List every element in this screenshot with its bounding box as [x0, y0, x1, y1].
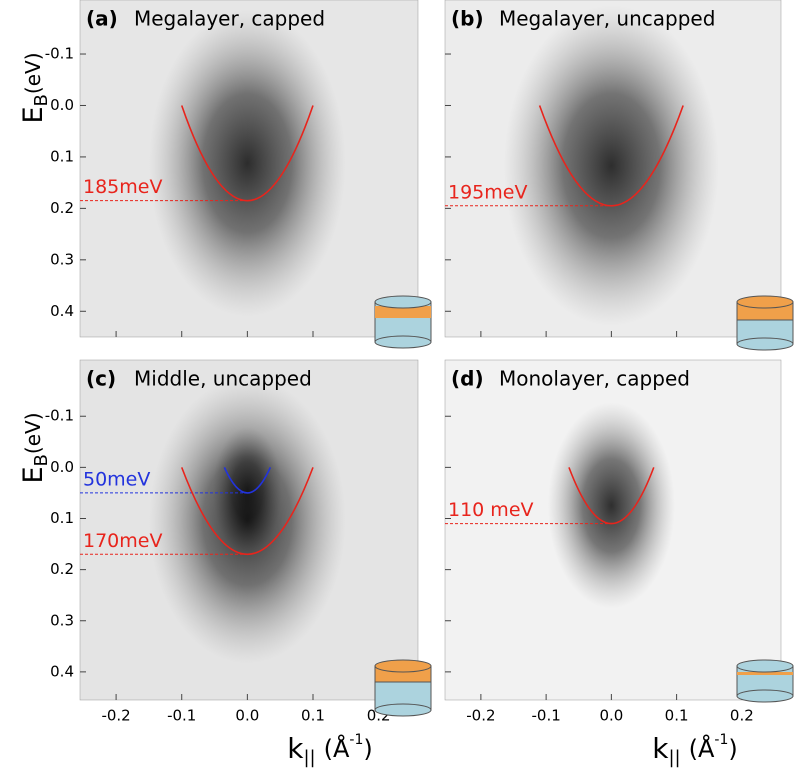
sample-icon — [374, 295, 432, 349]
x-label-sup: -1 — [714, 732, 728, 748]
sample-icon — [736, 295, 794, 351]
x-tick-label: -0.1 — [167, 707, 196, 725]
intensity — [547, 402, 675, 609]
y-tick-label: 0.4 — [50, 302, 74, 320]
panel-title: Megalayer, uncapped — [499, 7, 715, 31]
band-label: 170meV — [83, 530, 162, 552]
panel-title: Middle, uncapped — [134, 367, 312, 391]
panel-label: (b) — [451, 7, 484, 31]
x-tick-label: 0.2 — [730, 707, 754, 725]
panel-label: (d) — [451, 367, 484, 391]
x-label-sup: -1 — [349, 732, 363, 748]
x-tick-label: -0.2 — [101, 707, 130, 725]
y-label-unit: (eV) — [21, 412, 45, 454]
x-tick-label: 0.1 — [665, 707, 689, 725]
x-label-symbol: k — [287, 732, 304, 765]
y-axis-label: EB(eV) — [18, 52, 53, 123]
band-label: 185meV — [83, 176, 162, 198]
y-tick-label: 0.3 — [50, 250, 74, 268]
band-label: 110 meV — [448, 499, 534, 521]
y-tick-label: -0.1 — [45, 407, 74, 425]
y-tick-label: 0.3 — [50, 611, 74, 629]
y-label-unit: (eV) — [21, 52, 45, 94]
sample-icon — [374, 659, 432, 717]
band-dispersion — [180, 467, 314, 556]
x-label-close: ) — [728, 735, 737, 763]
y-label-symbol: E — [18, 466, 49, 483]
band-label: 195meV — [448, 181, 527, 203]
y-tick-label: 0.1 — [50, 509, 74, 527]
intensity — [148, 377, 346, 664]
y-label-symbol: E — [18, 106, 49, 123]
panel-label: (a) — [86, 7, 118, 31]
y-tick-label: 0.2 — [50, 199, 74, 217]
x-label-close: ) — [363, 735, 372, 763]
x-axis-label: k|| (Å-1) — [652, 732, 737, 768]
x-tick-label: 0.1 — [301, 707, 325, 725]
y-label-sub: B — [31, 94, 52, 106]
y-tick-label: 0.4 — [50, 662, 74, 680]
intensity — [148, 9, 346, 317]
x-tick-label: 0.0 — [235, 707, 259, 725]
x-label-sub: || — [303, 747, 315, 768]
x-label-sub: || — [668, 747, 680, 768]
x-label-unit: (Å — [689, 734, 715, 763]
y-axis-label: EB(eV) — [18, 412, 53, 483]
y-tick-label: 0.1 — [50, 147, 74, 165]
y-tick-label: 0.0 — [50, 458, 74, 476]
x-tick-label: -0.2 — [466, 707, 495, 725]
x-tick-label: -0.1 — [531, 707, 560, 725]
panel-label: (c) — [86, 367, 116, 391]
x-label-symbol: k — [652, 732, 669, 765]
panel-title: Monolayer, capped — [499, 367, 690, 391]
y-tick-label: 0.0 — [50, 96, 74, 114]
y-tick-label: -0.1 — [45, 45, 74, 63]
x-tick-label: 0.0 — [599, 707, 623, 725]
y-tick-label: 0.2 — [50, 560, 74, 578]
x-axis-label: k|| (Å-1) — [287, 732, 372, 768]
band-dispersion — [568, 467, 655, 525]
band-dispersion — [538, 105, 684, 207]
y-label-sub: B — [31, 454, 52, 466]
panel-title: Megalayer, capped — [134, 7, 325, 31]
intensity — [503, 5, 720, 327]
x-label-unit: (Å — [324, 734, 350, 763]
sample-icon — [736, 659, 794, 703]
band-label: 50meV — [83, 468, 150, 490]
band-dispersion — [180, 105, 314, 202]
band-dispersion — [223, 467, 272, 494]
sample-icons — [374, 295, 794, 717]
